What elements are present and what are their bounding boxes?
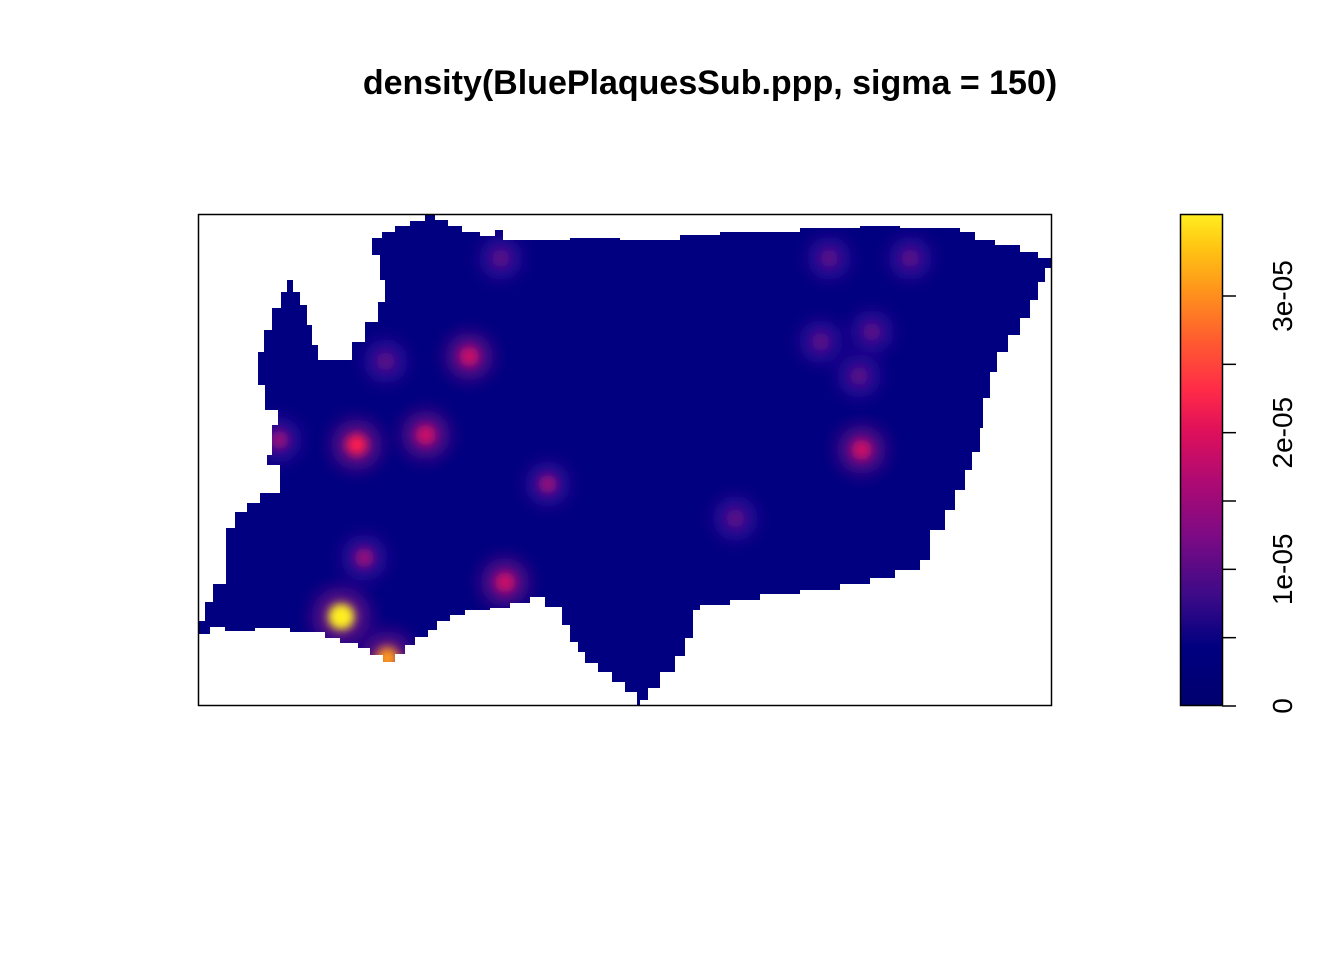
colorbar-tick-label: 3e-05 [1267, 260, 1298, 332]
hotspot-point [863, 323, 881, 341]
density-surface [198, 215, 1051, 705]
hotspot-point [354, 548, 374, 568]
hotspot-point [851, 439, 872, 460]
hotspot-point [376, 352, 395, 371]
colorbar-ticks: 0 1e-05 2e-05 3e-05 [1222, 260, 1298, 714]
hotspot-point [415, 424, 436, 446]
hotspot-point [811, 332, 830, 351]
hotspot-point [726, 509, 745, 528]
hotspot-point [901, 249, 920, 267]
hotspot-point [459, 346, 480, 367]
hotspot-point [820, 249, 838, 267]
hotspot-point [492, 249, 510, 267]
hotspot-point [850, 367, 868, 385]
colorbar-gradient [1180, 214, 1222, 706]
chart-title: density(BluePlaquesSub.ppp, sigma = 150) [363, 64, 1057, 102]
plot-frame [197, 213, 1053, 707]
colorbar-tick-label: 1e-05 [1267, 534, 1298, 606]
hotspot-point [494, 572, 516, 593]
hotspot-point [269, 430, 289, 450]
hotspot-point [345, 434, 368, 456]
colorbar-tick-label: 2e-05 [1267, 397, 1298, 469]
hotspot-layer [256, 236, 933, 686]
colorbar: 0 1e-05 2e-05 3e-05 [1179, 213, 1298, 714]
hotspot-point [538, 474, 557, 494]
hotspot-point [375, 646, 400, 671]
hotspot-peak [334, 609, 349, 624]
colorbar-tick-label: 0 [1267, 698, 1298, 714]
colorbar-frame [1179, 213, 1224, 707]
